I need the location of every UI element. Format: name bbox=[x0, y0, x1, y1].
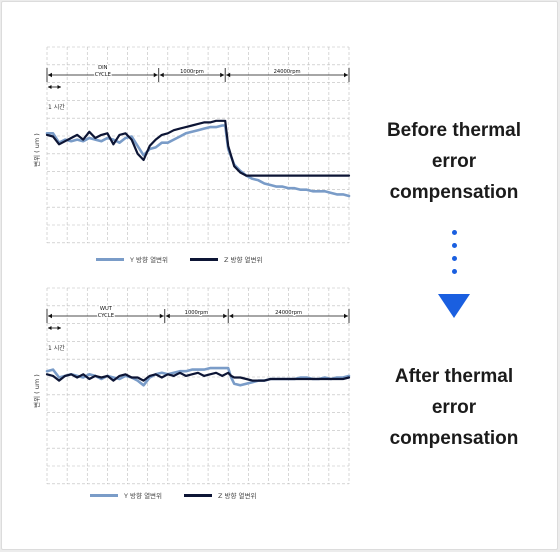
phase-arrow-left-icon bbox=[229, 313, 234, 319]
time-scale-arrow-left-icon bbox=[48, 85, 52, 89]
phase-arrow-right-icon bbox=[220, 72, 225, 78]
time-scale-arrow-left-icon bbox=[48, 326, 52, 330]
phase-arrow-right-icon bbox=[223, 313, 228, 319]
phase-label: CYCLE bbox=[98, 313, 114, 319]
phase-label: 24000rpm bbox=[274, 69, 301, 75]
chart-before-legend: Y 방향 열변위 Z 방향 열변위 bbox=[96, 254, 285, 264]
phase-arrow-right-icon bbox=[344, 313, 348, 319]
phase-arrow-left-icon bbox=[48, 313, 52, 319]
phase-label: CYCLE bbox=[95, 72, 111, 78]
legend-label-y: Y 방향 열변위 bbox=[124, 492, 163, 500]
phase-arrow-right-icon bbox=[344, 72, 348, 78]
phase-label: DIN bbox=[98, 65, 108, 71]
phase-label: 24000rpm bbox=[275, 310, 302, 316]
series-line-z bbox=[45, 371, 351, 382]
legend-swatch-z bbox=[184, 493, 213, 497]
caption-before: Before thermal error compensation bbox=[364, 115, 544, 208]
legend-item-y: Y 방향 열변위 bbox=[90, 490, 162, 500]
phase-label: 1000rpm bbox=[180, 69, 204, 75]
time-scale-label: 1 시간 bbox=[48, 103, 65, 111]
caption-before-line-2: error bbox=[431, 151, 477, 172]
phase-label: WUT bbox=[100, 306, 113, 312]
phase-arrow-left-icon bbox=[226, 72, 231, 78]
step-dot bbox=[452, 269, 457, 274]
caption-after-line-1: After thermal bbox=[394, 366, 514, 387]
legend-swatch-y bbox=[96, 257, 124, 261]
time-scale-arrow-right-icon bbox=[57, 326, 61, 330]
caption-after-line-3: compensation bbox=[389, 428, 519, 449]
caption-after-line-2: error bbox=[431, 397, 477, 418]
phase-arrow-left-icon bbox=[165, 313, 170, 319]
y-axis-label: 변위 ( um ) bbox=[33, 374, 41, 408]
time-scale-label: 1 시간 bbox=[48, 344, 65, 352]
legend-label-z: Z 방향 열변위 bbox=[218, 492, 257, 500]
legend-label-z: Z 방향 열변위 bbox=[224, 256, 263, 264]
phase-label: 1000rpm bbox=[185, 310, 209, 316]
caption-before-line-1: Before thermal bbox=[386, 120, 522, 141]
legend-item-y: Y 방향 열변위 bbox=[96, 254, 168, 264]
series-line-y bbox=[45, 124, 351, 198]
dotted-steps-icon bbox=[451, 230, 459, 282]
arrow-down-icon bbox=[438, 294, 470, 318]
phase-arrow-right-icon bbox=[159, 313, 164, 319]
y-axis-label: 변위 ( um ) bbox=[33, 133, 41, 167]
caption-after: After thermal error compensation bbox=[364, 361, 544, 454]
phase-arrow-left-icon bbox=[48, 72, 52, 78]
caption-before-line-3: compensation bbox=[389, 182, 519, 203]
step-dot bbox=[452, 230, 457, 235]
phase-arrow-right-icon bbox=[153, 72, 158, 78]
legend-swatch-y bbox=[90, 493, 118, 497]
time-scale-arrow-right-icon bbox=[57, 85, 61, 89]
step-dot bbox=[452, 256, 457, 261]
legend-item-z: Z 방향 열변위 bbox=[184, 490, 257, 500]
legend-swatch-z bbox=[190, 257, 219, 261]
legend-item-z: Z 방향 열변위 bbox=[190, 254, 263, 264]
series-line-z bbox=[45, 119, 351, 177]
step-dot bbox=[452, 243, 457, 248]
phase-arrow-left-icon bbox=[159, 72, 164, 78]
chart-after-legend: Y 방향 열변위 Z 방향 열변위 bbox=[90, 490, 279, 500]
legend-label-y: Y 방향 열변위 bbox=[130, 256, 169, 264]
